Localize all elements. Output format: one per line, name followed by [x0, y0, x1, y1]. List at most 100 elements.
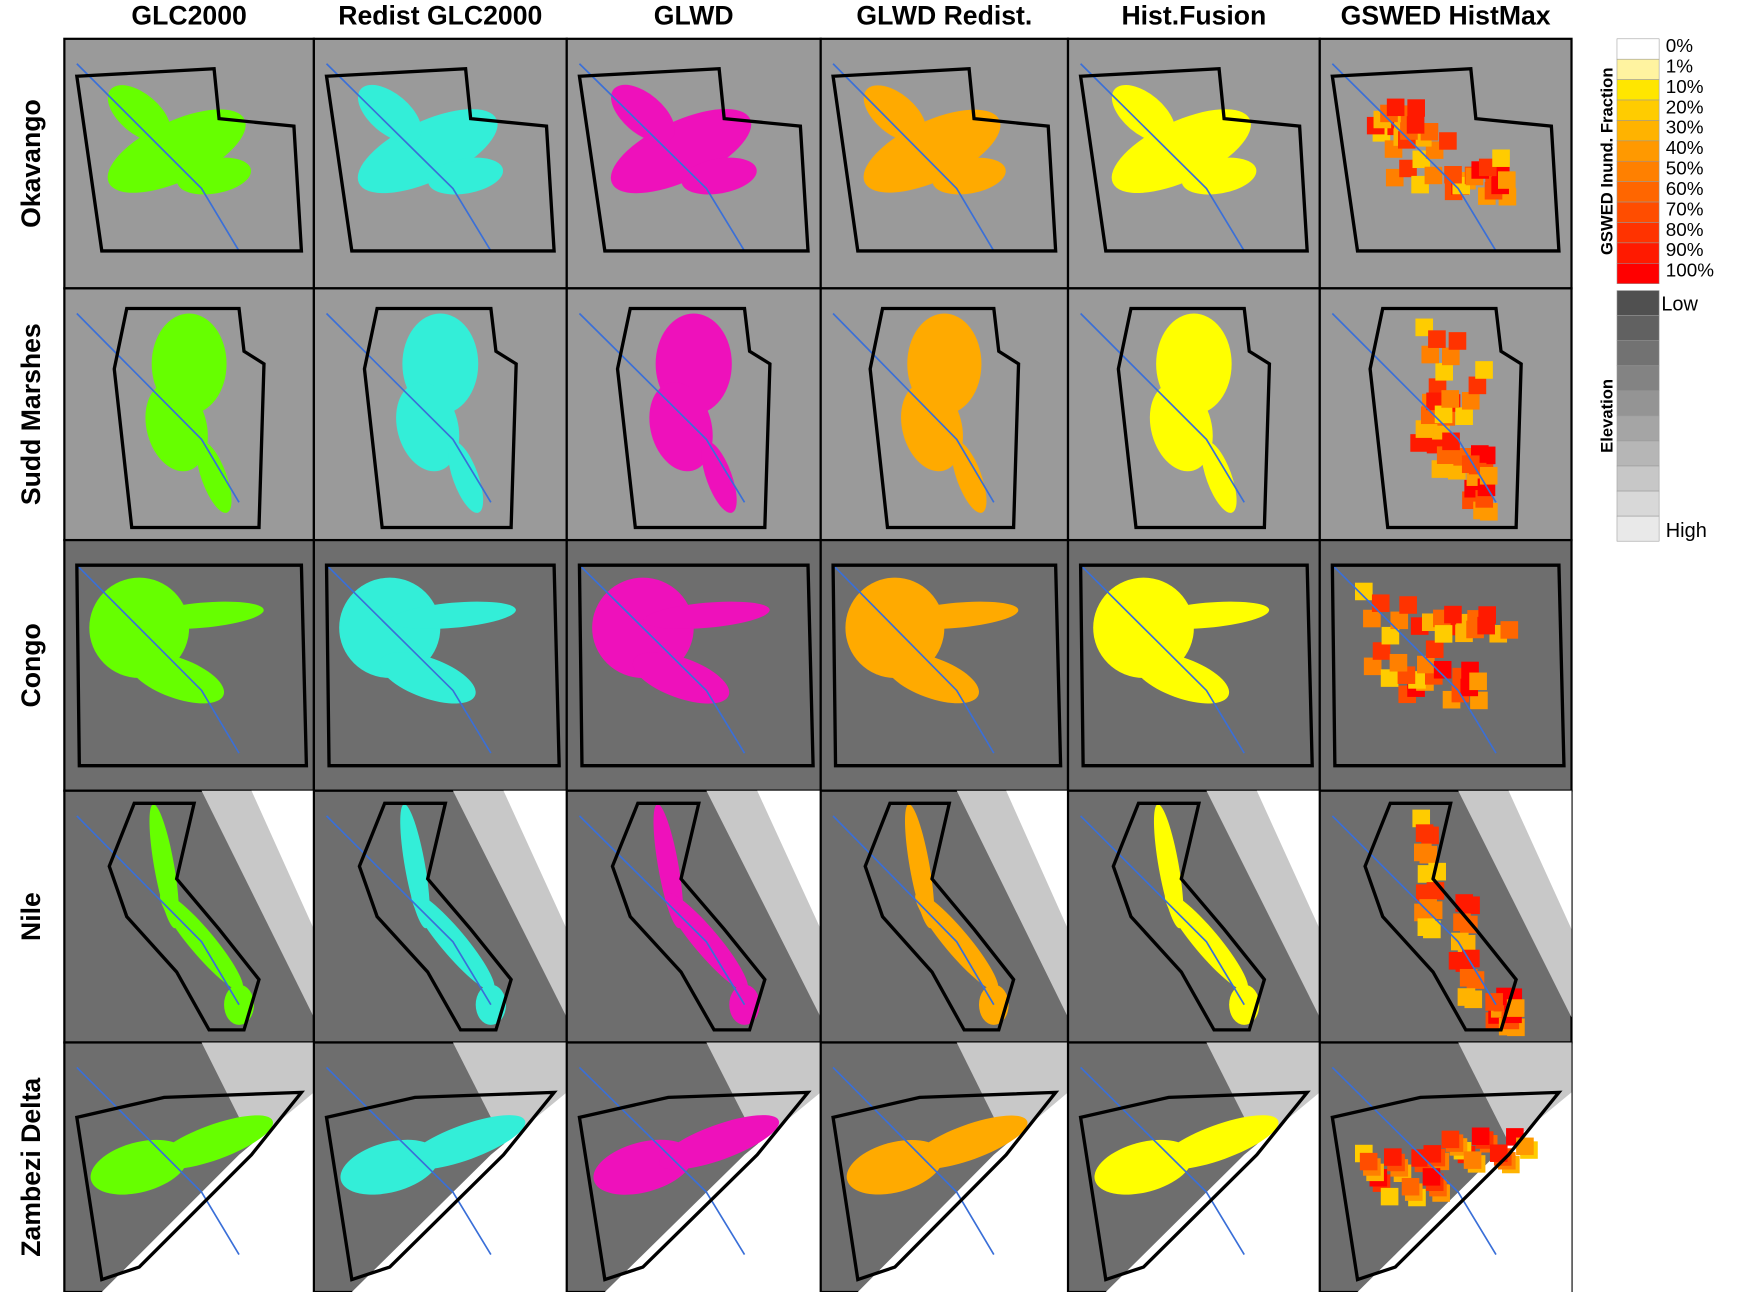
legend-label: 10% — [1666, 76, 1704, 97]
inundation-cell — [1360, 1153, 1378, 1170]
legend-label: 0% — [1666, 35, 1693, 56]
inundation-cell — [1372, 594, 1390, 612]
figure: GLC2000 Redist GLC2000 GLWD GLWD Redist. His… — [0, 0, 1739, 1292]
inundation-cell — [1475, 361, 1493, 379]
legend-title: GSWED Inund. Fraction — [1598, 68, 1617, 256]
legend-swatch — [1617, 39, 1659, 59]
inundation-cell — [1462, 392, 1480, 410]
legend-swatch — [1617, 222, 1659, 242]
inundation-cell — [1444, 166, 1462, 183]
inundation-cell — [1381, 669, 1399, 687]
inundation-cell — [1444, 606, 1462, 624]
row-label: Zambezi Delta — [16, 1078, 46, 1257]
inundation-area — [729, 985, 759, 1025]
row-label: Sudd Marshes — [16, 323, 46, 505]
inundation-cell — [1501, 621, 1519, 639]
inundation-cell — [1363, 610, 1381, 628]
inundation-cell — [1402, 1178, 1420, 1195]
elevation-swatch — [1617, 391, 1659, 416]
inundation-cell — [1407, 99, 1425, 116]
elevation-swatch — [1617, 341, 1659, 366]
elevation-swatch — [1617, 291, 1659, 316]
inundation-cell — [1416, 824, 1434, 842]
inundation-area — [476, 985, 506, 1025]
column-title: GLWD — [654, 0, 734, 30]
legend-label: 1% — [1666, 56, 1693, 77]
legend-label: 40% — [1666, 137, 1704, 158]
legend-swatch — [1617, 120, 1659, 140]
inundation-area — [979, 985, 1009, 1025]
elevation-swatch — [1617, 316, 1659, 341]
page: GLC2000 Redist GLC2000 GLWD GLWD Redist. His… — [0, 0, 1739, 1297]
legend-label: 90% — [1666, 239, 1704, 260]
legend-swatch — [1617, 59, 1659, 79]
column-title: GLWD Redist. — [856, 0, 1032, 30]
legend-swatch — [1617, 161, 1659, 181]
legend-swatch — [1617, 141, 1659, 161]
legend-label: 60% — [1666, 178, 1704, 199]
elevation-swatch — [1617, 366, 1659, 391]
row-label: Congo — [16, 623, 46, 707]
inundation-cell — [1458, 988, 1476, 1006]
legend-label: 50% — [1666, 158, 1704, 179]
inundation-cell — [1381, 1188, 1399, 1205]
inundation-cell — [1442, 1131, 1460, 1148]
inundation-cell — [1419, 899, 1437, 917]
column-title: GLC2000 — [131, 0, 246, 30]
inundation-cell — [1498, 171, 1516, 188]
inundation-cell — [1399, 596, 1417, 614]
legend-label: 20% — [1666, 96, 1704, 117]
column-title: Redist GLC2000 — [338, 0, 542, 30]
legend-label: 80% — [1666, 219, 1704, 240]
inundation-cell — [1384, 1148, 1402, 1165]
elevation-high: High — [1666, 520, 1707, 542]
inundation-cell — [1442, 433, 1460, 451]
elevation-swatch — [1617, 441, 1659, 466]
inundation-cell — [1435, 625, 1453, 643]
inundation-cell — [1364, 658, 1382, 676]
legend-label: 30% — [1666, 117, 1704, 138]
legend-swatch — [1617, 100, 1659, 120]
column-title: Hist.Fusion — [1121, 0, 1266, 30]
inundation-cell — [1477, 617, 1495, 635]
inundation-area — [1229, 985, 1259, 1025]
inundation-cell — [1421, 346, 1439, 364]
elevation-swatch — [1617, 416, 1659, 441]
legend-swatch — [1617, 202, 1659, 222]
elevation-swatch — [1617, 466, 1659, 491]
legend-swatch — [1617, 80, 1659, 100]
inundation-cell — [1460, 969, 1478, 987]
inundation-cell — [1435, 406, 1453, 424]
inundation-cell — [1387, 99, 1405, 116]
column-title: GSWED HistMax — [1341, 0, 1551, 30]
inundation-cell — [1472, 1128, 1490, 1145]
inundation-cell — [1480, 467, 1498, 485]
inundation-cell — [1439, 132, 1457, 149]
elevation-swatch — [1617, 491, 1659, 516]
inundation-area — [224, 985, 254, 1025]
inundation-cell — [1451, 933, 1469, 951]
inundation-cell — [1414, 844, 1432, 862]
inundation-cell — [1407, 116, 1425, 133]
inundation-cell — [1426, 640, 1444, 658]
inundation-cell — [1469, 673, 1487, 691]
inundation-cell — [1418, 918, 1436, 936]
elevation-low: Low — [1661, 294, 1698, 316]
inundation-cell — [1390, 654, 1408, 672]
legend-swatch — [1617, 243, 1659, 263]
inundation-cell — [1428, 330, 1446, 348]
elevation-swatch — [1617, 516, 1659, 541]
inundation-cell — [1469, 377, 1487, 395]
inundation-cell — [1435, 363, 1453, 381]
inundation-cell — [1441, 390, 1459, 408]
inundation-cell — [1373, 642, 1391, 660]
legend-label: 100% — [1666, 260, 1714, 281]
row-label: Nile — [16, 892, 46, 941]
inundation-cell — [1464, 1151, 1482, 1168]
legend-swatch — [1617, 263, 1659, 283]
row-label: Okavango — [16, 99, 46, 228]
inundation-cell — [1455, 407, 1473, 425]
elevation-title: Elevation — [1598, 379, 1617, 453]
inundation-cell — [1492, 149, 1510, 166]
legend-label: 70% — [1666, 198, 1704, 219]
